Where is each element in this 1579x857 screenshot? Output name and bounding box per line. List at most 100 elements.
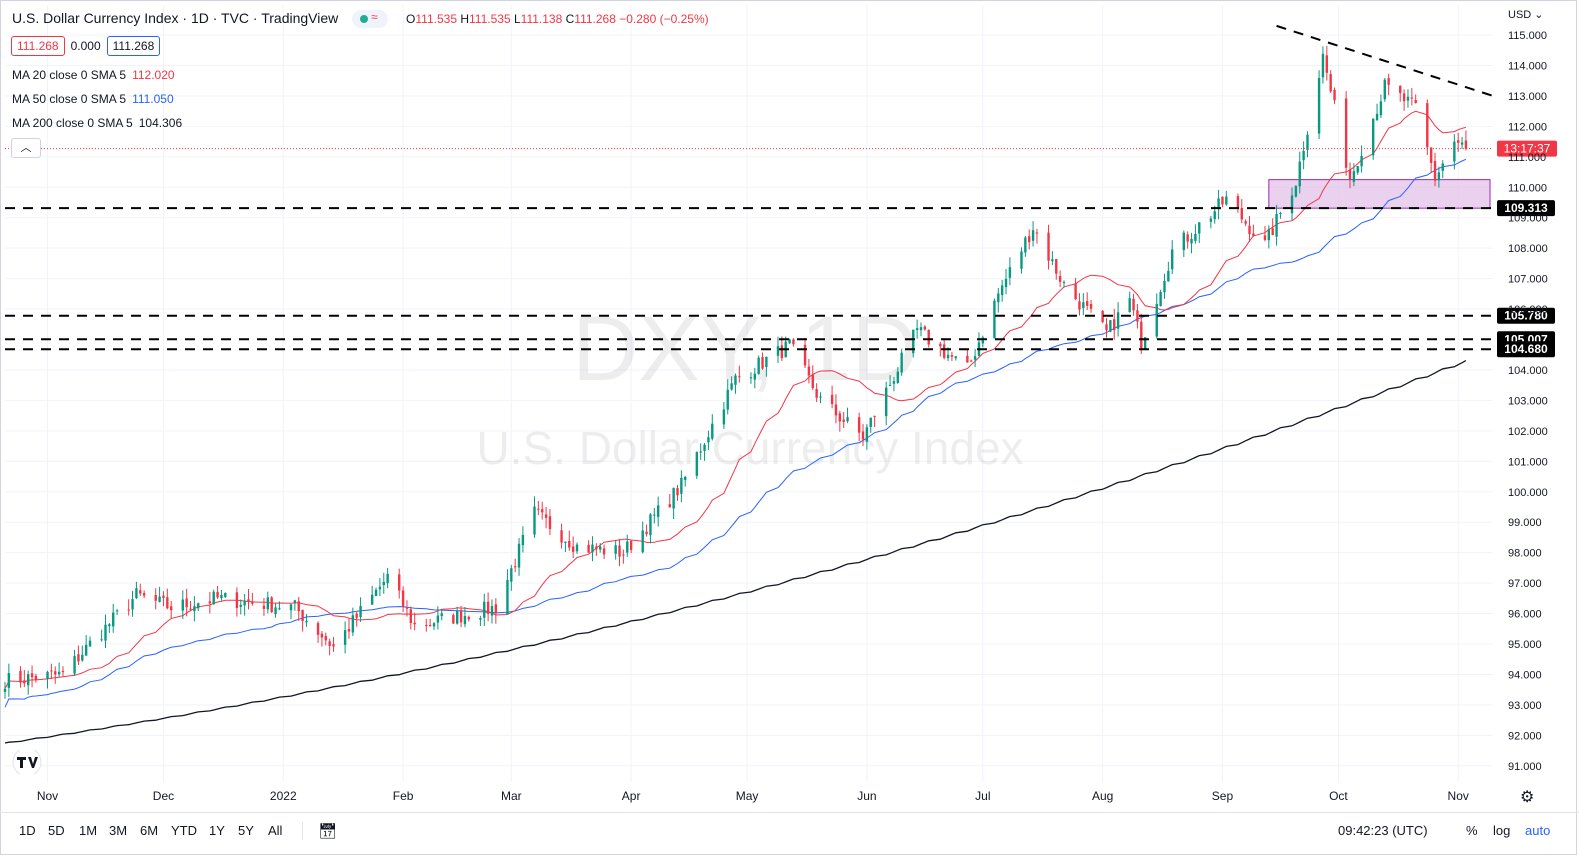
- tf-ytd[interactable]: YTD: [171, 823, 197, 838]
- candle-body: [343, 630, 347, 645]
- candle-body: [278, 608, 281, 610]
- candle-body: [378, 586, 382, 590]
- calendar-range-icon[interactable]: 📅︎: [318, 823, 338, 840]
- candle-body: [807, 366, 811, 376]
- candle-body: [158, 596, 161, 602]
- candle-body: [1221, 196, 1224, 205]
- price-tick-label: 101.000: [1508, 456, 1548, 468]
- candle-body: [1209, 218, 1213, 222]
- candle-body: [1217, 198, 1220, 210]
- candle-body: [537, 508, 540, 510]
- ask-price-box[interactable]: 111.268: [106, 36, 161, 56]
- price-tick-label: 112.000: [1508, 121, 1547, 133]
- candle-body: [135, 588, 138, 599]
- candle-body: [1356, 166, 1359, 173]
- currency-selector[interactable]: USD ⌄: [1508, 9, 1544, 21]
- candle-body: [1140, 321, 1143, 351]
- candle-body: [815, 389, 818, 398]
- candle-body: [293, 600, 297, 603]
- log-scale-toggle[interactable]: log: [1493, 823, 1511, 838]
- tf-3m[interactable]: 3M: [109, 823, 128, 838]
- gear-icon[interactable]: ⚙: [1520, 789, 1535, 806]
- candle-body: [440, 613, 443, 617]
- candle-body: [413, 622, 416, 625]
- tradingview-logo-icon[interactable]: [12, 750, 42, 774]
- time-tick-label: Apr: [622, 789, 641, 803]
- candle-body: [506, 579, 509, 615]
- support-label: 105.780: [1504, 309, 1548, 323]
- candle-body: [776, 346, 780, 356]
- candle-body: [1113, 319, 1116, 331]
- utc-clock[interactable]: 09:42:23 (UTC): [1338, 823, 1428, 838]
- candle-body: [88, 640, 92, 647]
- candle-body: [216, 591, 219, 598]
- tf-1m[interactable]: 1M: [79, 823, 98, 838]
- tf-1y[interactable]: 1Y: [209, 823, 225, 838]
- candle-body: [699, 451, 702, 453]
- candle-body: [409, 609, 413, 623]
- price-tick-label: 111.000: [1508, 152, 1546, 164]
- candle-body: [355, 613, 358, 618]
- tf-all[interactable]: All: [268, 823, 283, 838]
- collapse-legend-button[interactable]: ︿: [11, 138, 41, 158]
- price-tick-label: 99.000: [1508, 517, 1542, 529]
- candles: [3, 45, 1468, 699]
- candle-body: [564, 541, 567, 543]
- candle-body: [162, 595, 165, 598]
- candle-body: [1433, 161, 1437, 181]
- chart-canvas[interactable]: DXY, 1D U.S. Dollar Currency Index 109.3…: [0, 0, 1579, 812]
- time-tick-label: Feb: [393, 789, 414, 803]
- candle-body: [1109, 320, 1112, 332]
- candle-body: [1402, 93, 1406, 102]
- candle-body: [622, 554, 625, 556]
- candle-body: [452, 615, 455, 624]
- candle-body: [548, 516, 552, 530]
- candle-body: [382, 581, 385, 586]
- ma200-legend[interactable]: MA 200 close 0 SMA 5 104.306: [12, 116, 182, 130]
- candle-body: [1410, 97, 1414, 99]
- ma50-legend[interactable]: MA 50 close 0 SMA 5 111.050: [12, 92, 174, 106]
- candle-body: [316, 623, 320, 635]
- candle-body: [575, 544, 579, 552]
- candle-body: [432, 623, 436, 627]
- symbol-watermark: DXY, 1D U.S. Dollar Currency Index: [476, 298, 1023, 474]
- candle-body: [181, 599, 184, 611]
- candle-body: [1236, 196, 1240, 209]
- candle-body: [1298, 161, 1301, 187]
- candle-body: [892, 381, 896, 384]
- candle-body: [738, 376, 741, 378]
- candle-body: [239, 604, 242, 607]
- candle-body: [169, 606, 173, 611]
- candle-body: [1248, 225, 1251, 235]
- candle-body: [1271, 228, 1274, 235]
- time-tick-label: Mar: [501, 789, 522, 803]
- bid-price-box[interactable]: 111.268: [11, 36, 65, 56]
- candle-body: [1453, 141, 1456, 162]
- candle-body: [521, 534, 525, 546]
- price-tick-label: 104.000: [1508, 365, 1548, 377]
- ma20-legend[interactable]: MA 20 close 0 SMA 5 112.020: [12, 68, 175, 82]
- time-tick-label: Oct: [1329, 789, 1348, 803]
- auto-scale-toggle[interactable]: auto: [1525, 823, 1551, 838]
- candle-body: [270, 597, 273, 613]
- tf-5d[interactable]: 5D: [48, 823, 65, 838]
- candle-body: [463, 615, 467, 625]
- market-open-dot-icon: [360, 15, 369, 24]
- candle-body: [1055, 259, 1058, 274]
- symbol-title[interactable]: U.S. Dollar Currency Index · 1D · TVC · …: [12, 10, 339, 26]
- tf-1d[interactable]: 1D: [19, 823, 36, 838]
- market-status-pill[interactable]: ≈: [352, 10, 389, 29]
- candle-body: [1031, 230, 1035, 241]
- candle-body: [1159, 292, 1162, 307]
- candle-body: [139, 590, 142, 594]
- candle-body: [946, 354, 950, 359]
- price-tick-label: 106.000: [1508, 304, 1548, 316]
- support-label-bg: [1497, 341, 1555, 358]
- candle-body: [301, 609, 304, 621]
- tf-5y[interactable]: 5Y: [238, 823, 254, 838]
- candle-body: [571, 546, 575, 552]
- candle-body: [780, 345, 784, 359]
- ohlc-close-key: C: [565, 12, 575, 26]
- tf-6m[interactable]: 6M: [140, 823, 159, 838]
- percent-scale-toggle[interactable]: %: [1466, 823, 1478, 838]
